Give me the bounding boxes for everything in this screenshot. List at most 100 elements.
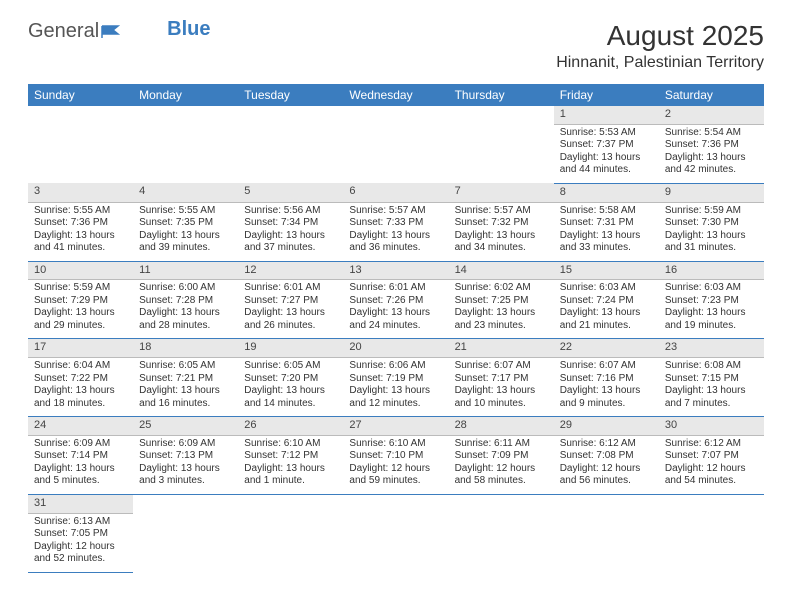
daylight-text: Daylight: 13 hours and 19 minutes.: [665, 307, 758, 332]
daylight-text: Daylight: 13 hours and 39 minutes.: [139, 230, 232, 255]
daylight-text: Daylight: 12 hours and 59 minutes.: [349, 463, 442, 488]
sunrise-text: Sunrise: 6:03 AM: [560, 282, 653, 295]
day-number-cell: 7: [449, 183, 554, 202]
sunset-text: Sunset: 7:28 PM: [139, 295, 232, 308]
day-number: 5: [238, 183, 343, 201]
day-content-cell: [449, 513, 554, 572]
day-number-cell: [28, 106, 133, 124]
day-number: 25: [133, 417, 238, 435]
day-number: 13: [343, 262, 448, 280]
weekday-header: Friday: [554, 84, 659, 106]
day-number-row: 24252627282930: [28, 417, 764, 436]
day-number-row: 31: [28, 494, 764, 513]
day-number-cell: 13: [343, 261, 448, 280]
sunset-text: Sunset: 7:36 PM: [665, 139, 758, 152]
logo: General Blue: [28, 20, 211, 43]
sunset-text: Sunset: 7:29 PM: [34, 295, 127, 308]
sunrise-text: Sunrise: 5:59 AM: [665, 205, 758, 218]
weekday-header: Wednesday: [343, 84, 448, 106]
sunset-text: Sunset: 7:25 PM: [455, 295, 548, 308]
day-content-cell: Sunrise: 6:04 AMSunset: 7:22 PMDaylight:…: [28, 358, 133, 417]
day-content-cell: [28, 124, 133, 183]
day-number: 8: [554, 184, 659, 202]
header: General Blue August 2025 Hinnanit, Pales…: [28, 20, 764, 72]
sunset-text: Sunset: 7:13 PM: [139, 450, 232, 463]
sunrise-text: Sunrise: 6:07 AM: [455, 360, 548, 373]
daylight-text: Daylight: 13 hours and 37 minutes.: [244, 230, 337, 255]
day-content-cell: [133, 124, 238, 183]
day-content-cell: Sunrise: 6:06 AMSunset: 7:19 PMDaylight:…: [343, 358, 448, 417]
daylight-text: Daylight: 13 hours and 44 minutes.: [560, 152, 653, 177]
daylight-text: Daylight: 13 hours and 7 minutes.: [665, 385, 758, 410]
sunset-text: Sunset: 7:17 PM: [455, 373, 548, 386]
weekday-header-row: Sunday Monday Tuesday Wednesday Thursday…: [28, 84, 764, 106]
title-block: August 2025 Hinnanit, Palestinian Territ…: [556, 20, 764, 72]
day-content-row: Sunrise: 6:04 AMSunset: 7:22 PM Daylight:…: [28, 358, 764, 417]
sunrise-text: Sunrise: 5:55 AM: [34, 205, 127, 218]
sunrise-text: Sunrise: 5:56 AM: [244, 205, 337, 218]
sunrise-text: Sunrise: 5:57 AM: [349, 205, 442, 218]
sunset-text: Sunset: 7:19 PM: [349, 373, 442, 386]
day-content-cell: [343, 124, 448, 183]
day-content-cell: [554, 513, 659, 572]
daylight-text: Daylight: 12 hours and 52 minutes.: [34, 541, 127, 566]
day-content-cell: Sunrise: 6:05 AMSunset: 7:21 PMDaylight:…: [133, 358, 238, 417]
day-number-cell: [343, 494, 448, 513]
month-title: August 2025: [556, 20, 764, 52]
sunset-text: Sunset: 7:24 PM: [560, 295, 653, 308]
day-number: 16: [659, 262, 764, 280]
day-content-cell: Sunrise: 6:11 AMSunset: 7:09 PMDaylight:…: [449, 435, 554, 494]
daylight-text: Daylight: 13 hours and 29 minutes.: [34, 307, 127, 332]
sunrise-text: Sunrise: 6:04 AM: [34, 360, 127, 373]
day-number-row: 17181920212223: [28, 339, 764, 358]
day-number-cell: 2: [659, 106, 764, 124]
day-number-cell: [343, 106, 448, 124]
day-content-cell: Sunrise: 6:12 AMSunset: 7:08 PMDaylight:…: [554, 435, 659, 494]
daylight-text: Daylight: 13 hours and 1 minute.: [244, 463, 337, 488]
day-number-row: 12: [28, 106, 764, 124]
day-content-cell: Sunrise: 6:03 AMSunset: 7:23 PMDaylight:…: [659, 280, 764, 339]
sunrise-text: Sunrise: 6:05 AM: [244, 360, 337, 373]
daylight-text: Daylight: 13 hours and 36 minutes.: [349, 230, 442, 255]
day-number: 19: [238, 339, 343, 357]
day-number-cell: 4: [133, 183, 238, 202]
sunrise-text: Sunrise: 6:12 AM: [665, 438, 758, 451]
sunset-text: Sunset: 7:33 PM: [349, 217, 442, 230]
sunset-text: Sunset: 7:16 PM: [560, 373, 653, 386]
day-number-cell: [554, 494, 659, 513]
daylight-text: Daylight: 13 hours and 10 minutes.: [455, 385, 548, 410]
sunrise-text: Sunrise: 6:07 AM: [560, 360, 653, 373]
sunset-text: Sunset: 7:22 PM: [34, 373, 127, 386]
sunrise-text: Sunrise: 6:10 AM: [349, 438, 442, 451]
day-content-cell: Sunrise: 6:10 AMSunset: 7:10 PMDaylight:…: [343, 435, 448, 494]
weekday-header: Thursday: [449, 84, 554, 106]
weekday-header: Sunday: [28, 84, 133, 106]
daylight-text: Daylight: 13 hours and 26 minutes.: [244, 307, 337, 332]
sunset-text: Sunset: 7:21 PM: [139, 373, 232, 386]
weekday-header: Saturday: [659, 84, 764, 106]
day-number-cell: 14: [449, 261, 554, 280]
weekday-header: Tuesday: [238, 84, 343, 106]
day-content-cell: Sunrise: 6:00 AMSunset: 7:28 PMDaylight:…: [133, 280, 238, 339]
day-number: 7: [449, 183, 554, 201]
day-content-cell: Sunrise: 5:58 AMSunset: 7:31 PMDaylight:…: [554, 202, 659, 261]
daylight-text: Daylight: 12 hours and 58 minutes.: [455, 463, 548, 488]
daylight-text: Daylight: 12 hours and 56 minutes.: [560, 463, 653, 488]
sunset-text: Sunset: 7:34 PM: [244, 217, 337, 230]
sunrise-text: Sunrise: 6:06 AM: [349, 360, 442, 373]
day-content-cell: [449, 124, 554, 183]
daylight-text: Daylight: 13 hours and 31 minutes.: [665, 230, 758, 255]
day-number-cell: 12: [238, 261, 343, 280]
day-number-cell: 11: [133, 261, 238, 280]
day-number-cell: 1: [554, 106, 659, 124]
daylight-text: Daylight: 12 hours and 54 minutes.: [665, 463, 758, 488]
sunset-text: Sunset: 7:27 PM: [244, 295, 337, 308]
sunrise-text: Sunrise: 5:57 AM: [455, 205, 548, 218]
sunrise-text: Sunrise: 5:55 AM: [139, 205, 232, 218]
day-number-cell: [449, 106, 554, 124]
day-number: 15: [554, 262, 659, 280]
day-content-cell: Sunrise: 6:09 AMSunset: 7:14 PMDaylight:…: [28, 435, 133, 494]
daylight-text: Daylight: 13 hours and 33 minutes.: [560, 230, 653, 255]
day-content-cell: Sunrise: 6:01 AMSunset: 7:27 PMDaylight:…: [238, 280, 343, 339]
day-number: 4: [133, 183, 238, 201]
